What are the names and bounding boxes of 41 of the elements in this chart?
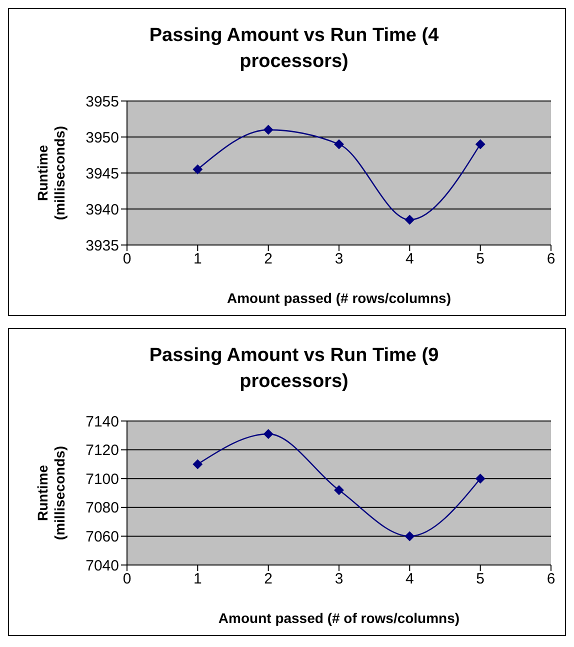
x-tick-label: 5 <box>476 250 485 268</box>
point <box>475 139 486 150</box>
x-tick-label: 1 <box>193 250 202 268</box>
y-axis-title: Runtime (milliseconds) <box>34 126 68 220</box>
point <box>192 459 203 470</box>
point <box>404 214 415 225</box>
y-tick-label: 3945 <box>86 165 119 182</box>
y-tick-label: 3950 <box>86 129 119 146</box>
x-tick-label: 4 <box>405 570 414 588</box>
y-tick-label: 7120 <box>86 442 119 460</box>
y-tick-label: 3935 <box>86 237 119 254</box>
x-tick-label: 2 <box>264 570 273 588</box>
x-tick-label: 1 <box>193 570 202 588</box>
y-tick-label: 7060 <box>86 528 119 546</box>
x-tick-label: 5 <box>476 570 485 588</box>
x-tick-label: 4 <box>405 250 414 268</box>
point <box>192 164 203 174</box>
point <box>334 485 344 496</box>
y-tick-label: 7100 <box>86 470 119 488</box>
chart-title: Passing Amount vs Run Time (4 processors) <box>149 24 439 74</box>
point <box>263 124 274 135</box>
point <box>475 474 486 484</box>
y-tick-label: 7080 <box>86 500 119 517</box>
x-tick-label: 6 <box>546 250 556 268</box>
x-axis-title: Amount passed (# rows/columns) <box>226 290 452 306</box>
chart-title: Passing Amount vs Run Time (9 processors) <box>149 344 439 394</box>
x-axis-title: Amount passed (# of rows/columns) <box>218 610 460 626</box>
x-tick-label: 6 <box>546 570 556 588</box>
x-tick-label: 3 <box>334 570 344 588</box>
x-tick-label: 0 <box>122 570 132 588</box>
x-tick-label: 2 <box>264 250 273 268</box>
y-tick-label: 7040 <box>86 557 119 574</box>
x-tick-label: 3 <box>334 250 344 268</box>
point <box>404 531 415 542</box>
y-tick-label: 3940 <box>86 201 119 218</box>
point <box>263 428 274 439</box>
y-tick-label: 3955 <box>86 93 119 110</box>
y-axis-title: Runtime (milliseconds) <box>34 446 68 540</box>
x-tick-label: 0 <box>122 250 132 268</box>
y-tick-label: 7140 <box>86 413 119 430</box>
point <box>334 139 344 150</box>
